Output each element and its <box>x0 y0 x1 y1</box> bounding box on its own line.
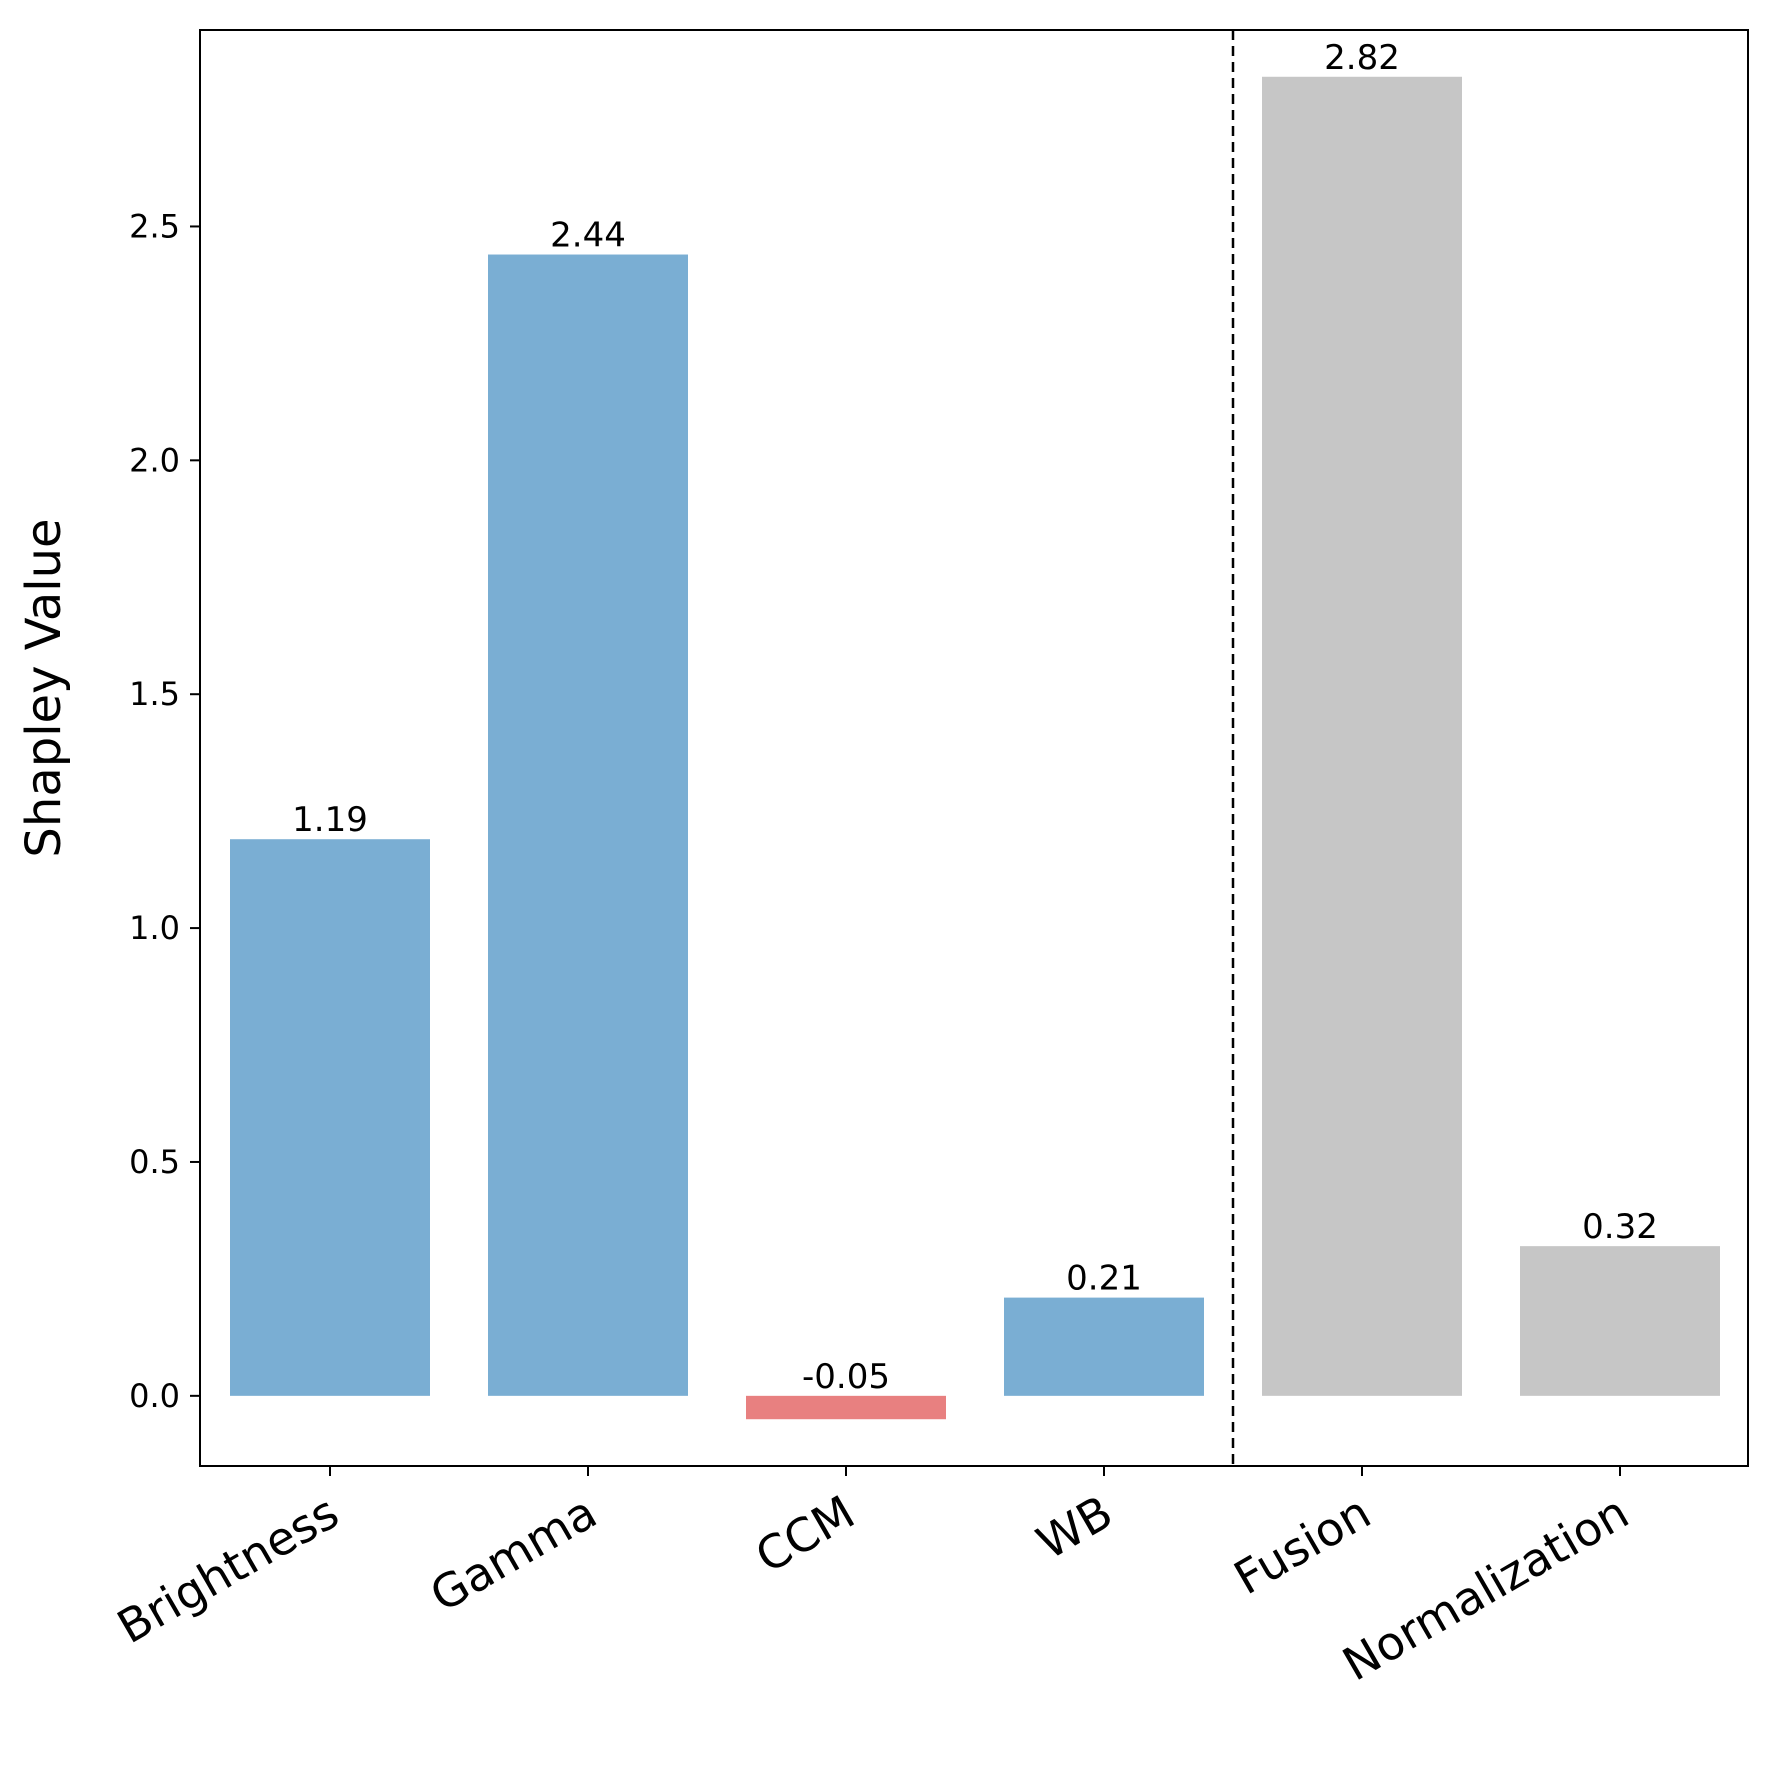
plot-area: 1.19 2.44 -0.05 0.21 2.82 0.32 <box>230 30 1720 1466</box>
bar-ccm <box>746 1395 946 1420</box>
value-label-brightness: 1.19 <box>292 800 368 840</box>
y-tick-label: 1.5 <box>129 675 180 713</box>
y-tick-label: 2.5 <box>129 207 180 245</box>
plot-frame <box>199 29 1749 1467</box>
y-tick-label: 1.0 <box>129 909 180 947</box>
value-label-normalization: 0.32 <box>1582 1207 1658 1247</box>
bar-fusion <box>1262 76 1462 1396</box>
value-label-fusion: 2.82 <box>1324 38 1400 78</box>
x-tick-label-fusion: Fusion <box>1225 1485 1379 1605</box>
bar-gamma <box>488 254 688 1396</box>
y-axis: 0.0 0.5 1.0 1.5 2.0 2.5 <box>129 207 200 1415</box>
y-axis-label: Shapley Value <box>16 518 72 857</box>
x-tick-label-wb: WB <box>1028 1485 1122 1570</box>
y-tick-label: 0.5 <box>129 1143 180 1181</box>
value-label-ccm: -0.05 <box>802 1357 890 1397</box>
bar-normalization <box>1520 1246 1720 1396</box>
x-tick-label-ccm: CCM <box>746 1485 863 1584</box>
x-tick-label-brightness: Brightness <box>108 1485 347 1654</box>
value-label-wb: 0.21 <box>1066 1259 1142 1299</box>
bar-brightness <box>230 839 430 1396</box>
y-tick-label: 0.0 <box>129 1377 180 1415</box>
y-tick-label: 2.0 <box>129 441 180 479</box>
x-tick-label-normalization: Normalization <box>1334 1485 1638 1692</box>
x-tick-label-gamma: Gamma <box>421 1485 605 1623</box>
bar-wb <box>1004 1297 1204 1396</box>
value-label-gamma: 2.44 <box>550 216 626 256</box>
